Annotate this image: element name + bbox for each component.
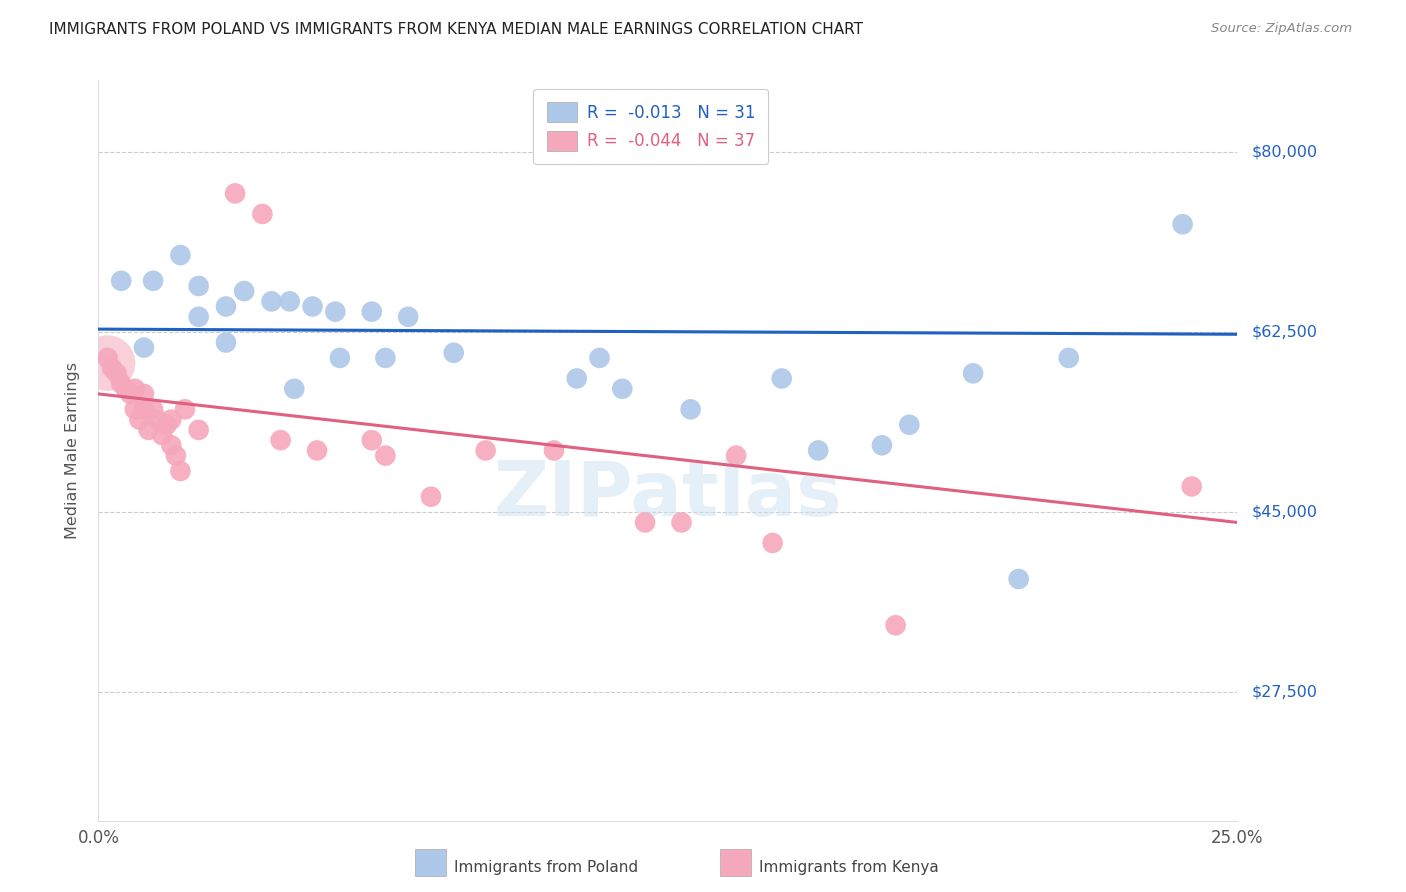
Point <box>96 356 118 370</box>
Point <box>565 371 588 385</box>
Point <box>142 402 165 417</box>
Point <box>101 361 124 376</box>
Text: $27,500: $27,500 <box>1251 684 1317 699</box>
Point <box>120 387 142 401</box>
Point <box>142 274 165 288</box>
Point <box>187 310 209 324</box>
Text: $62,500: $62,500 <box>1251 325 1317 340</box>
Point <box>329 351 352 365</box>
Point <box>110 376 132 391</box>
Point <box>138 423 160 437</box>
Point <box>156 417 179 432</box>
Point <box>165 449 187 463</box>
Point <box>96 351 118 365</box>
Point <box>770 371 793 385</box>
Point <box>725 449 748 463</box>
Point <box>233 284 256 298</box>
Point <box>128 412 150 426</box>
Point <box>169 248 191 262</box>
Point <box>474 443 496 458</box>
Point <box>543 443 565 458</box>
Text: $80,000: $80,000 <box>1251 145 1317 160</box>
Point <box>215 300 238 314</box>
Point <box>132 387 155 401</box>
Point <box>374 449 396 463</box>
Point <box>114 382 136 396</box>
Point <box>160 438 183 452</box>
Text: Immigrants from Kenya: Immigrants from Kenya <box>759 860 939 874</box>
Legend: R =  -0.013   N = 31, R =  -0.044   N = 37: R = -0.013 N = 31, R = -0.044 N = 37 <box>533 88 768 164</box>
Text: IMMIGRANTS FROM POLAND VS IMMIGRANTS FROM KENYA MEDIAN MALE EARNINGS CORRELATION: IMMIGRANTS FROM POLAND VS IMMIGRANTS FRO… <box>49 22 863 37</box>
Text: $45,000: $45,000 <box>1251 505 1317 520</box>
Point <box>1181 479 1204 493</box>
Point <box>187 423 209 437</box>
Point <box>634 516 657 530</box>
Point <box>870 438 893 452</box>
Y-axis label: Median Male Earnings: Median Male Earnings <box>65 362 80 539</box>
Point <box>807 443 830 458</box>
Point <box>323 304 346 318</box>
Point <box>360 304 382 318</box>
Point <box>762 536 785 550</box>
Point <box>110 274 132 288</box>
Point <box>612 382 634 396</box>
Point <box>160 412 183 426</box>
Point <box>671 516 693 530</box>
Point <box>443 345 465 359</box>
Point <box>174 402 197 417</box>
Point <box>1007 572 1029 586</box>
Point <box>307 443 329 458</box>
Point <box>146 412 169 426</box>
Point <box>283 382 305 396</box>
Point <box>278 294 301 309</box>
Point <box>124 402 146 417</box>
Point <box>224 186 246 201</box>
Point <box>252 207 274 221</box>
Point <box>132 402 155 417</box>
Point <box>1057 351 1080 365</box>
Point <box>898 417 921 432</box>
Point <box>187 279 209 293</box>
Point <box>301 300 323 314</box>
Point <box>962 367 984 381</box>
Point <box>679 402 702 417</box>
Point <box>420 490 443 504</box>
Text: ZIPatlas: ZIPatlas <box>494 458 842 532</box>
Point <box>105 367 128 381</box>
Point <box>1171 217 1194 231</box>
Point <box>374 351 396 365</box>
Point <box>132 341 155 355</box>
Point <box>884 618 907 632</box>
Point <box>396 310 419 324</box>
Point <box>588 351 610 365</box>
Point <box>169 464 191 478</box>
Point <box>124 382 146 396</box>
Point <box>260 294 283 309</box>
Text: Source: ZipAtlas.com: Source: ZipAtlas.com <box>1212 22 1353 36</box>
Point <box>270 433 292 447</box>
Point <box>360 433 382 447</box>
Point <box>215 335 238 350</box>
Text: Immigrants from Poland: Immigrants from Poland <box>454 860 638 874</box>
Point <box>150 428 173 442</box>
